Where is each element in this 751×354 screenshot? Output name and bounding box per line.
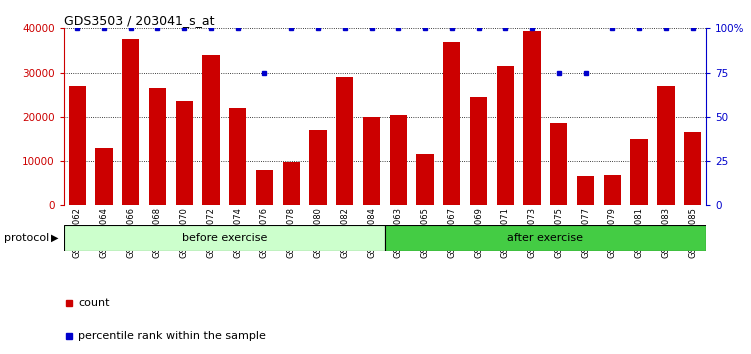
Bar [657, 86, 674, 205]
Bar [604, 175, 621, 205]
Bar [64, 225, 385, 251]
Bar [149, 88, 166, 205]
Bar [630, 139, 648, 205]
Bar [577, 176, 594, 205]
Text: before exercise: before exercise [182, 233, 267, 243]
Bar [309, 130, 327, 205]
Text: count: count [78, 298, 110, 308]
Bar [684, 132, 701, 205]
Bar [336, 77, 354, 205]
Bar [416, 154, 434, 205]
Text: protocol: protocol [4, 233, 49, 243]
Bar [202, 55, 220, 205]
Bar [256, 170, 273, 205]
Bar [229, 108, 246, 205]
Bar [68, 86, 86, 205]
Bar [282, 162, 300, 205]
Bar [470, 97, 487, 205]
Bar [550, 124, 568, 205]
Text: percentile rank within the sample: percentile rank within the sample [78, 331, 266, 341]
Bar [385, 225, 706, 251]
Bar [390, 115, 407, 205]
Bar [443, 42, 460, 205]
Text: after exercise: after exercise [508, 233, 584, 243]
Bar [523, 30, 541, 205]
Text: ▶: ▶ [51, 233, 59, 243]
Text: GDS3503 / 203041_s_at: GDS3503 / 203041_s_at [64, 14, 214, 27]
Bar [496, 66, 514, 205]
Bar [95, 148, 113, 205]
Bar [363, 117, 380, 205]
Bar [122, 39, 140, 205]
Bar [176, 101, 193, 205]
